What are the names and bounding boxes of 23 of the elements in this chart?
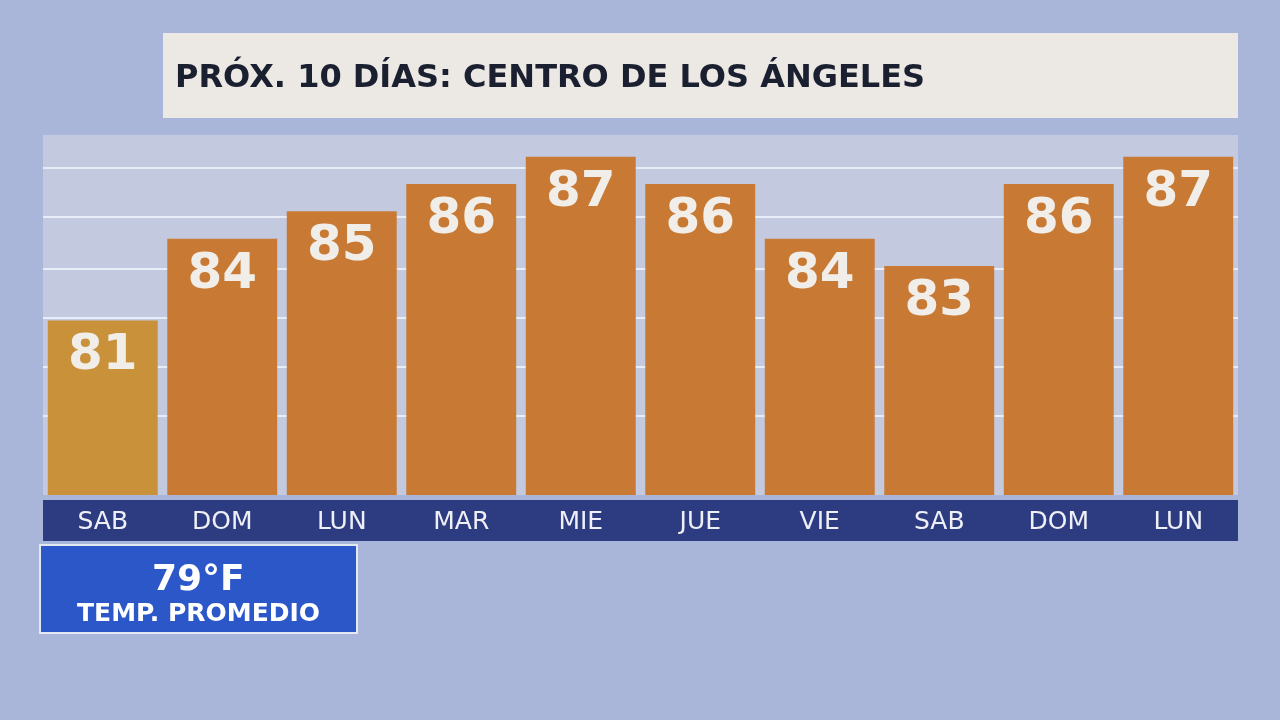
- x-tick-label: MIE: [558, 506, 604, 535]
- x-tick-label: MAR: [433, 506, 490, 535]
- data-label: 87: [1143, 159, 1214, 218]
- x-tick-label: LUN: [316, 506, 367, 535]
- x-tick-label: VIE: [799, 506, 840, 535]
- x-tick-label: DOM: [1028, 506, 1089, 535]
- x-tick-label: SAB: [913, 506, 965, 535]
- text: 79°F: [152, 557, 245, 598]
- text: TEMP. PROMEDIO: [77, 598, 321, 627]
- data-label: 83: [904, 268, 975, 327]
- x-tick-label: LUN: [1153, 506, 1204, 535]
- data-label: 85: [306, 214, 377, 273]
- data-label: 84: [187, 241, 258, 300]
- data-label: 86: [1023, 187, 1094, 246]
- data-label: 87: [545, 159, 616, 218]
- data-label: 86: [426, 187, 497, 246]
- x-tick-label: SAB: [77, 506, 129, 535]
- x-tick-label: DOM: [192, 506, 253, 535]
- data-label: 86: [665, 187, 736, 246]
- data-label: 84: [784, 241, 855, 300]
- chart-title: PRÓX. 10 DÍAS: CENTRO DE LOS ÁNGELES: [175, 56, 926, 96]
- data-label: 81: [67, 323, 138, 382]
- x-tick-label: JUE: [677, 506, 721, 535]
